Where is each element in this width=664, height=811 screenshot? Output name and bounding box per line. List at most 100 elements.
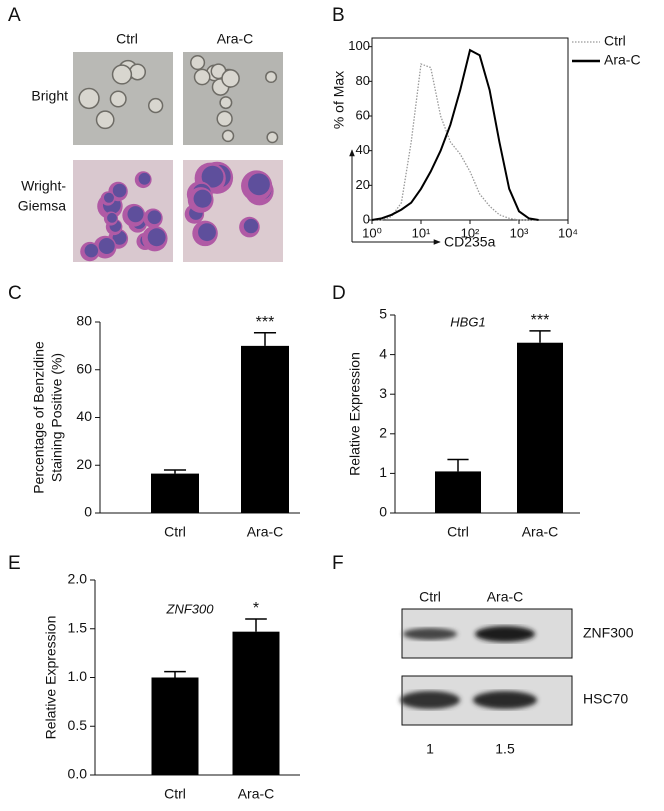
- column-label: Ctrl: [419, 589, 441, 605]
- y-tick-label: 3: [379, 385, 387, 401]
- y-tick-label: 5: [379, 306, 387, 322]
- bar: [151, 473, 199, 513]
- y-axis-label: Staining Positive (%): [49, 353, 65, 482]
- error-bar: [529, 330, 551, 343]
- legend-label: Ara-C: [604, 52, 641, 68]
- y-tick-label: 0.5: [68, 717, 88, 733]
- plot-frame: [371, 37, 569, 221]
- panel-letter: E: [8, 553, 21, 574]
- cell: [193, 68, 211, 86]
- error-bar: [245, 618, 267, 632]
- nucleus: [103, 192, 114, 203]
- series-line: [372, 63, 539, 221]
- y-axis-label: Percentage of Benzidine: [31, 341, 47, 494]
- cell: [129, 63, 147, 81]
- band: [475, 626, 535, 642]
- y-tick-label: 1: [379, 464, 387, 480]
- panel-letter: C: [8, 283, 22, 304]
- column-label: Ara-C: [217, 31, 254, 47]
- y-tick-label: 60: [76, 360, 92, 376]
- error-bar: [447, 458, 469, 472]
- band: [403, 628, 457, 640]
- x-tick-label: 10³: [510, 225, 529, 240]
- y-tick-label: 40: [356, 142, 370, 157]
- chart-title: HBG1: [450, 314, 485, 329]
- panel-letter: F: [332, 553, 344, 574]
- nucleus: [112, 183, 127, 198]
- nucleus: [84, 243, 99, 258]
- bar: [151, 677, 199, 775]
- row-label: Giemsa: [18, 198, 66, 214]
- legend-label: Ctrl: [604, 33, 626, 49]
- band: [473, 691, 537, 709]
- y-tick-label: 4: [379, 345, 387, 361]
- row-label: Bright: [31, 88, 68, 104]
- y-tick-label: 40: [76, 408, 92, 424]
- cell: [221, 129, 235, 143]
- cell: [219, 96, 233, 110]
- y-tick-label: 80: [356, 73, 370, 88]
- x-tick-label: Ara-C: [522, 524, 559, 540]
- x-tick-label: 10¹: [412, 225, 431, 240]
- y-tick-label: 60: [356, 107, 370, 122]
- band: [400, 691, 460, 709]
- y-axis-label: % of Max: [331, 71, 347, 129]
- nucleus: [147, 228, 166, 247]
- panel-letter: D: [332, 283, 346, 304]
- cell: [111, 64, 133, 85]
- column-label: Ara-C: [487, 589, 524, 605]
- nucleus: [201, 165, 224, 188]
- y-tick-label: 1.5: [68, 619, 88, 635]
- y-tick-label: 20: [76, 456, 92, 472]
- x-tick-label: Ara-C: [247, 524, 284, 540]
- nucleus: [147, 210, 162, 225]
- band-label: HSC70: [583, 691, 628, 707]
- cell: [147, 97, 164, 114]
- x-tick-label: Ctrl: [164, 524, 186, 540]
- nucleus: [248, 173, 270, 196]
- quantification: 1: [426, 741, 434, 757]
- y-axis-label: Relative Expression: [347, 352, 363, 476]
- significance: ***: [256, 314, 275, 331]
- nucleus: [198, 223, 216, 242]
- bar: [232, 631, 280, 775]
- y-tick-label: 80: [76, 313, 92, 329]
- cell: [266, 131, 279, 144]
- cell: [265, 70, 278, 84]
- y-tick-label: 100: [348, 38, 370, 53]
- nucleus: [107, 212, 117, 223]
- band-label: ZNF300: [583, 625, 634, 641]
- y-tick-label: 2.0: [68, 571, 88, 587]
- y-tick-label: 0.0: [68, 766, 88, 782]
- bar: [241, 345, 289, 513]
- panel-letter: B: [332, 5, 345, 26]
- cell: [190, 55, 206, 71]
- micrographs: [73, 52, 283, 262]
- x-tick-label: 10²: [461, 225, 480, 240]
- nucleus: [243, 218, 259, 234]
- y-tick-label: 1.0: [68, 668, 88, 684]
- x-tick-label: Ara-C: [238, 786, 275, 802]
- y-tick-label: 0: [363, 211, 370, 226]
- error-bar: [163, 469, 187, 474]
- y-tick-label: 20: [356, 177, 370, 192]
- bar: [435, 471, 481, 513]
- row-label: Wright-: [21, 178, 66, 194]
- error-bar: [164, 670, 186, 678]
- nucleus: [127, 206, 144, 223]
- column-label: Ctrl: [116, 31, 138, 47]
- nucleus: [138, 172, 151, 185]
- x-tick-label: Ctrl: [164, 786, 186, 802]
- series-line: [371, 48, 539, 221]
- cell: [109, 90, 127, 108]
- chart-title: ZNF300: [166, 601, 215, 616]
- error-bar: [253, 331, 277, 346]
- x-tick-label: Ctrl: [447, 524, 469, 540]
- x-tick-label: 10⁴: [558, 225, 578, 240]
- x-axis-label: CD235a: [444, 234, 496, 250]
- significance: ***: [531, 312, 550, 329]
- cell: [216, 110, 233, 127]
- cell: [221, 69, 240, 88]
- bar: [517, 342, 563, 513]
